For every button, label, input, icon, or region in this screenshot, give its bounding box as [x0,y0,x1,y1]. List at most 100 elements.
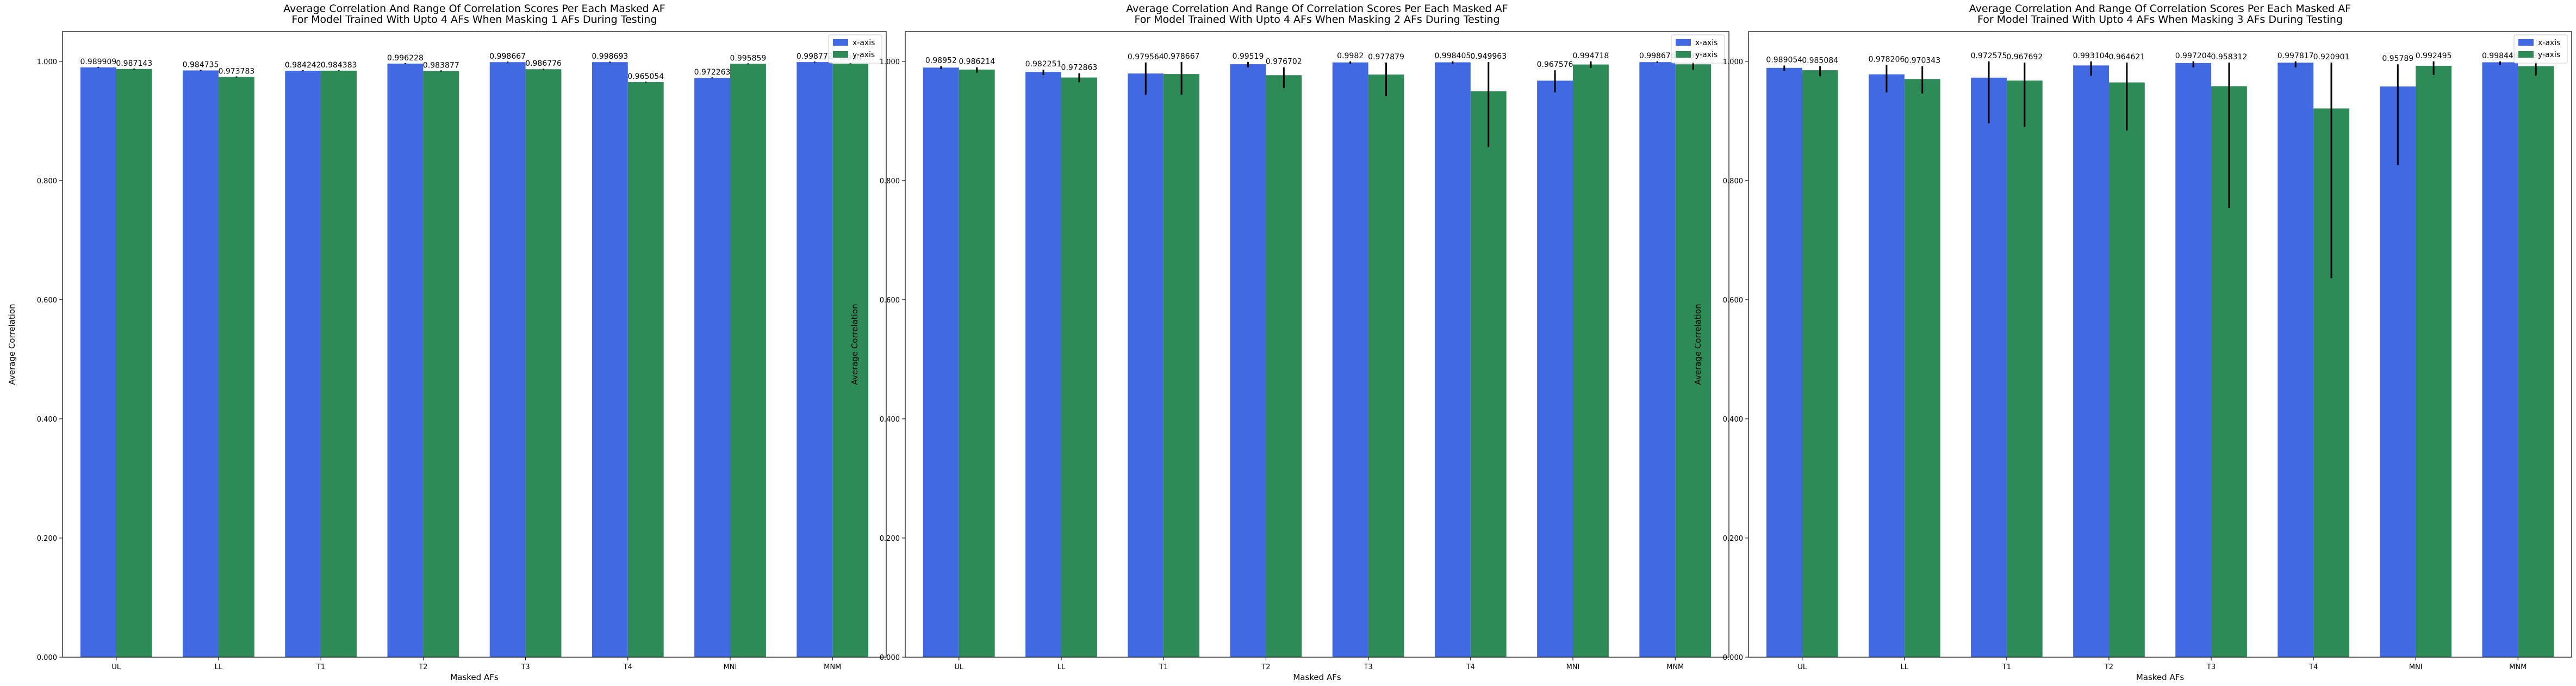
x-tick-label: T3 [520,663,530,671]
data-label: 0.972575 [1971,52,2007,60]
bar-y-axis-T4 [627,82,664,657]
data-label: 0.987143 [116,59,152,68]
bar-y-axis-MNI [730,64,766,658]
bar-x-axis-UL [80,67,116,657]
x-tick-label: T2 [2104,663,2113,671]
chart-title-line: Average Correlation And Range Of Correla… [1969,3,2351,15]
legend-swatch-x-axis [833,39,848,46]
y-tick-label: 0.000 [1723,654,1743,662]
bar-y-axis-UL [959,69,995,658]
legend-label: y-axis [853,51,875,59]
chart-title-line: Average Correlation And Range Of Correla… [283,3,665,15]
data-label: 0.972863 [1061,64,1098,72]
legend-label: y-axis [2538,51,2560,59]
bar-y-axis-T2 [2108,82,2145,657]
bar-x-axis-T4 [1434,62,1471,658]
x-tick-label: UL [111,663,121,671]
data-label: 0.958312 [2211,53,2248,61]
bar-x-axis-T3 [489,62,526,658]
legend-label: x-axis [2538,39,2560,47]
data-label: 0.993104 [2073,52,2110,60]
data-label: 0.978667 [1163,52,1200,61]
legend-swatch-x-axis [2518,39,2534,46]
chart-title-line: For Model Trained With Upto 4 AFs When M… [1134,14,1499,26]
bar-x-axis-UL [1766,67,1802,658]
data-label: 0.99519 [1233,52,1264,61]
x-tick-label: T1 [1159,663,1168,671]
x-tick-label: MNI [2409,663,2423,671]
x-tick-label: T1 [316,663,325,671]
legend-label: x-axis [853,39,875,47]
bar-y-axis-T3 [1368,74,1404,658]
legend: x-axis y-axis [2513,34,2568,64]
bar-x-axis-LL [183,70,219,657]
data-label: 0.989054 [1766,55,1802,64]
y-tick-label: 0.800 [1723,177,1743,186]
bar-x-axis-MNM [2482,62,2518,658]
bar-y-axis-MNM [1675,64,1712,658]
legend-swatch-y-axis [1676,51,1691,58]
data-label: 0.995859 [730,54,767,63]
y-tick-label: 1.000 [1723,58,1743,66]
data-label: 0.985084 [1802,57,1838,65]
y-tick-label: 0.800 [37,177,57,186]
data-label: 0.997817 [2278,52,2314,60]
x-axis-label: Masked AFs [450,672,499,682]
bar-x-axis-MNI [2380,86,2416,658]
x-tick-label: MNI [724,663,737,671]
legend-swatch-x-axis [1676,39,1691,46]
bar-y-axis-MNM [2518,66,2554,658]
y-tick-label: 0.600 [880,296,900,305]
plot-frame [1748,31,2572,658]
data-label: 0.967692 [2006,53,2043,61]
y-tick-label: 0.400 [880,416,900,424]
data-label: 0.972263 [694,68,731,77]
bar-y-axis-LL [1061,77,1097,657]
x-tick-label: T4 [2309,663,2318,671]
bar-x-axis-T3 [1332,62,1368,658]
data-label: 0.994718 [1573,52,1609,60]
bar-x-axis-T4 [592,62,628,658]
x-tick-label: MNI [1566,663,1580,671]
x-tick-label: T2 [1261,663,1270,671]
plot-frame [62,31,887,658]
x-tick-label: MNM [2509,663,2527,671]
data-label: 0.998676 [1639,52,1676,60]
y-tick-label: 0.400 [1723,416,1743,424]
x-tick-label: LL [1057,663,1066,671]
bar-y-axis-T2 [423,71,459,658]
x-axis-label: Masked AFs [2136,672,2185,682]
data-label: 0.986214 [959,58,995,66]
data-label: 0.965054 [627,72,664,81]
y-tick-label: 0.000 [880,654,900,662]
data-label: 0.998693 [592,52,628,61]
bar-y-axis-MNM [832,64,869,658]
data-label: 0.9982 [1337,52,1364,60]
data-label: 0.979564 [1128,53,1164,61]
bar-x-axis-T2 [1230,64,1266,657]
legend-label: y-axis [1695,51,1718,59]
x-tick-label: T4 [1466,663,1475,671]
data-label: 0.989909 [80,58,116,66]
y-tick-label: 0.400 [37,416,57,424]
x-tick-label: T3 [1363,663,1372,671]
data-label: 0.996228 [387,54,424,63]
bar-x-axis-MNM [1639,62,1676,657]
bar-x-axis-LL [1868,74,1905,657]
data-label: 0.998405 [1434,52,1471,60]
legend: x-axis y-axis [828,34,882,64]
x-tick-label: MNM [1666,663,1684,671]
x-tick-label: T2 [418,663,427,671]
data-label: 0.997204 [2175,52,2212,60]
y-tick-label: 0.200 [880,535,900,543]
data-label: 0.95789 [2382,54,2413,63]
x-tick-label: T4 [623,663,632,671]
y-tick-label: 1.000 [37,58,57,66]
bar-y-axis-UL [1802,70,1838,657]
bar-y-axis-T1 [321,70,357,658]
chart-panel-3: Average Correlation And Range Of Correla… [1693,3,2572,682]
bar-x-axis-MNI [694,78,730,658]
bar-y-axis-T3 [525,69,562,657]
data-label: 0.983877 [423,61,459,70]
